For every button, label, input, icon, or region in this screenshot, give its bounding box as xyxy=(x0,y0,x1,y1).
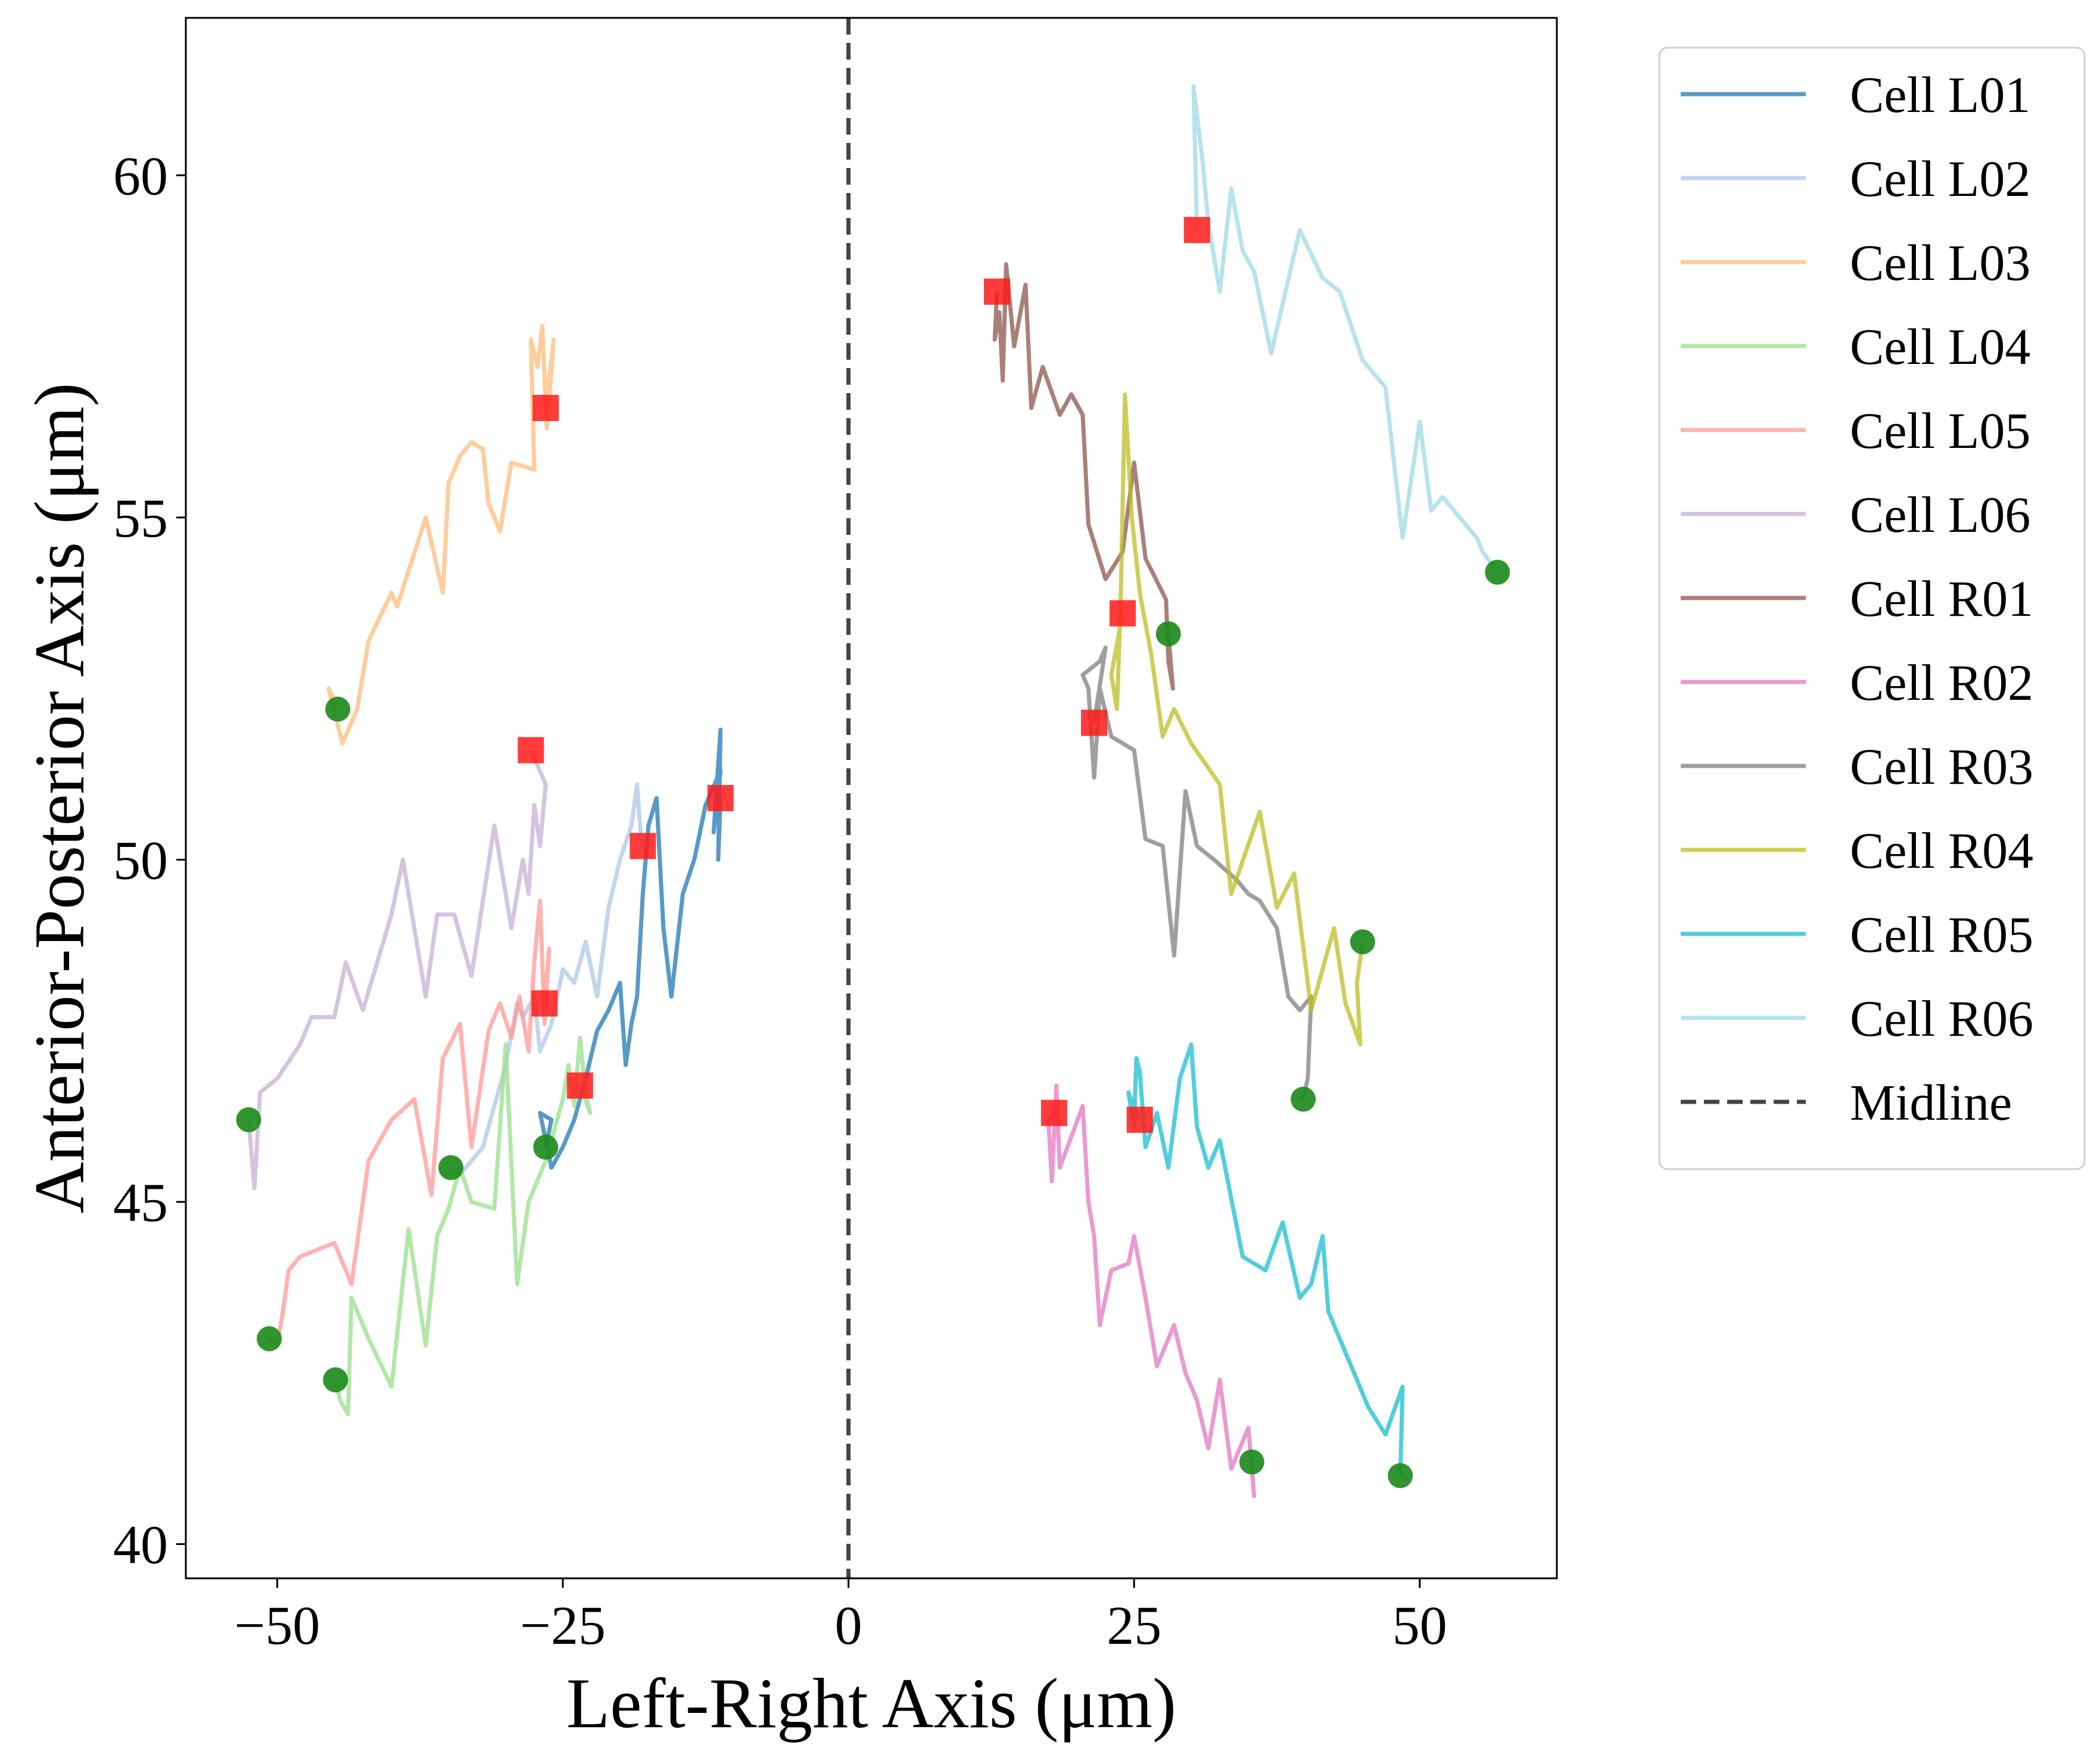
legend-label: Cell R03 xyxy=(1850,738,2033,795)
legend-label: Cell R05 xyxy=(1850,906,2033,963)
start-marker-cell-l03 xyxy=(325,696,351,722)
end-marker-cell-l03 xyxy=(532,395,559,421)
x-tick-label: −25 xyxy=(520,1595,606,1656)
x-axis-ticks: −50 −25 0 25 50 xyxy=(235,1578,1447,1656)
start-marker-cell-l04 xyxy=(323,1367,348,1392)
legend-label: Cell L05 xyxy=(1850,402,2030,459)
end-marker-cell-r02 xyxy=(1040,1099,1067,1126)
trace-cell-l05 xyxy=(267,898,552,1348)
start-end-markers xyxy=(236,217,1510,1488)
start-marker-cell-r04 xyxy=(1350,929,1375,955)
start-marker-cell-l02 xyxy=(438,1155,464,1180)
start-marker-cell-r01 xyxy=(1155,621,1181,647)
x-tick-label: −50 xyxy=(235,1595,320,1656)
end-marker-cell-r05 xyxy=(1126,1107,1153,1133)
end-marker-cell-r03 xyxy=(1081,709,1108,736)
start-marker-cell-l05 xyxy=(257,1326,282,1351)
legend-label: Cell R06 xyxy=(1850,990,2033,1047)
plot-frame xyxy=(185,17,1558,1580)
x-tick-label: 50 xyxy=(1392,1595,1447,1656)
trace-cell-l04 xyxy=(333,1035,593,1416)
end-marker-cell-r06 xyxy=(1183,217,1210,244)
trace-cell-r01 xyxy=(992,262,1175,691)
y-tick-label: 45 xyxy=(113,1172,168,1233)
x-tick-label: 0 xyxy=(835,1595,862,1656)
end-marker-cell-l05 xyxy=(531,990,558,1017)
legend-label: Cell R02 xyxy=(1850,654,2033,711)
start-marker-cell-r03 xyxy=(1291,1086,1316,1112)
x-tick-label: 25 xyxy=(1107,1595,1161,1656)
end-marker-cell-l06 xyxy=(518,737,544,764)
legend-label: Cell L06 xyxy=(1850,486,2030,543)
trace-cell-r04 xyxy=(1109,392,1365,1047)
legend-label: Cell R04 xyxy=(1850,822,2033,879)
legend-label: Cell R01 xyxy=(1850,570,2033,627)
legend-label: Cell L03 xyxy=(1850,234,2030,291)
legend: Cell L01 Cell L02 Cell L03 Cell L04 Cell L05… xyxy=(1658,46,2086,1170)
end-marker-cell-l02 xyxy=(630,833,656,859)
end-marker-cell-l04 xyxy=(566,1072,593,1099)
y-axis-ticks: 40 45 50 55 60 xyxy=(113,145,186,1575)
legend-label: Cell L04 xyxy=(1850,318,2030,375)
start-marker-cell-r06 xyxy=(1485,559,1510,585)
trace-cell-r05 xyxy=(1126,1042,1405,1476)
y-tick-label: 40 xyxy=(113,1515,168,1575)
legend-box xyxy=(1658,46,2086,1170)
trace-cell-l03 xyxy=(326,323,556,746)
y-tick-label: 60 xyxy=(113,145,168,206)
start-marker-cell-l06 xyxy=(236,1107,261,1133)
start-marker-cell-l01 xyxy=(533,1135,559,1160)
trace-cell-r02 xyxy=(1046,1083,1257,1499)
start-marker-cell-r02 xyxy=(1239,1449,1264,1475)
legend-label: Cell L01 xyxy=(1850,66,2030,123)
end-marker-cell-l01 xyxy=(707,785,734,811)
y-tick-label: 55 xyxy=(113,488,168,549)
trace-cell-r06 xyxy=(1191,84,1500,574)
start-marker-cell-r05 xyxy=(1388,1463,1413,1488)
x-axis-label: Left-Right Axis (μm) xyxy=(566,1663,1176,1743)
trace-cell-l06 xyxy=(247,749,548,1191)
legend-label: Midline xyxy=(1850,1074,2012,1131)
legend-label: Cell L02 xyxy=(1850,150,2030,207)
y-tick-label: 50 xyxy=(113,830,168,890)
end-marker-cell-r04 xyxy=(1110,600,1136,627)
trace-cell-l01 xyxy=(538,727,723,1170)
cell-traces xyxy=(247,84,1500,1499)
trace-cell-r03 xyxy=(1080,645,1314,1100)
end-marker-cell-r01 xyxy=(984,278,1011,305)
y-axis-label: Anterior-Posterior Axis (μm) xyxy=(20,382,99,1213)
